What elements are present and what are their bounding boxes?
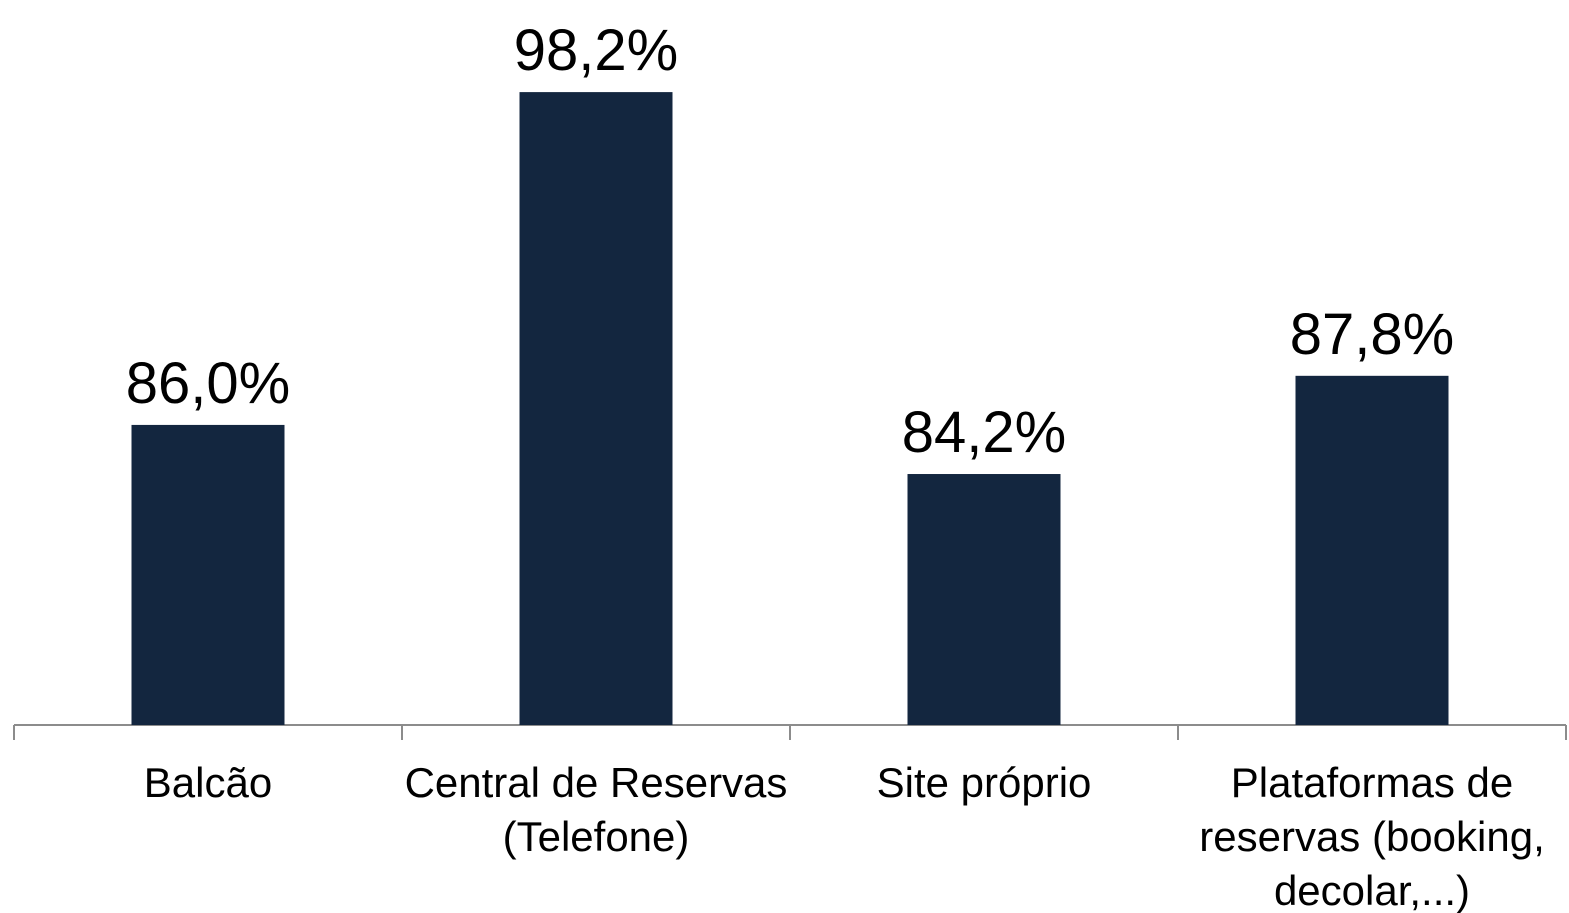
value-label: 86,0% — [126, 351, 290, 416]
bar — [519, 92, 673, 725]
value-label: 84,2% — [902, 400, 1066, 465]
value-label: 87,8% — [1290, 302, 1454, 367]
x-tick-label: Central de Reservas (Telefone) — [404, 759, 788, 860]
x-tick-label: Balcão — [143, 759, 273, 806]
x-tick-label: Plataformas de reservas (booking, decola… — [1199, 759, 1545, 913]
bar — [907, 474, 1061, 725]
x-tick-label: Site próprio — [876, 759, 1092, 806]
bar — [131, 424, 285, 725]
bar — [1295, 375, 1449, 725]
value-label: 98,2% — [514, 18, 678, 83]
